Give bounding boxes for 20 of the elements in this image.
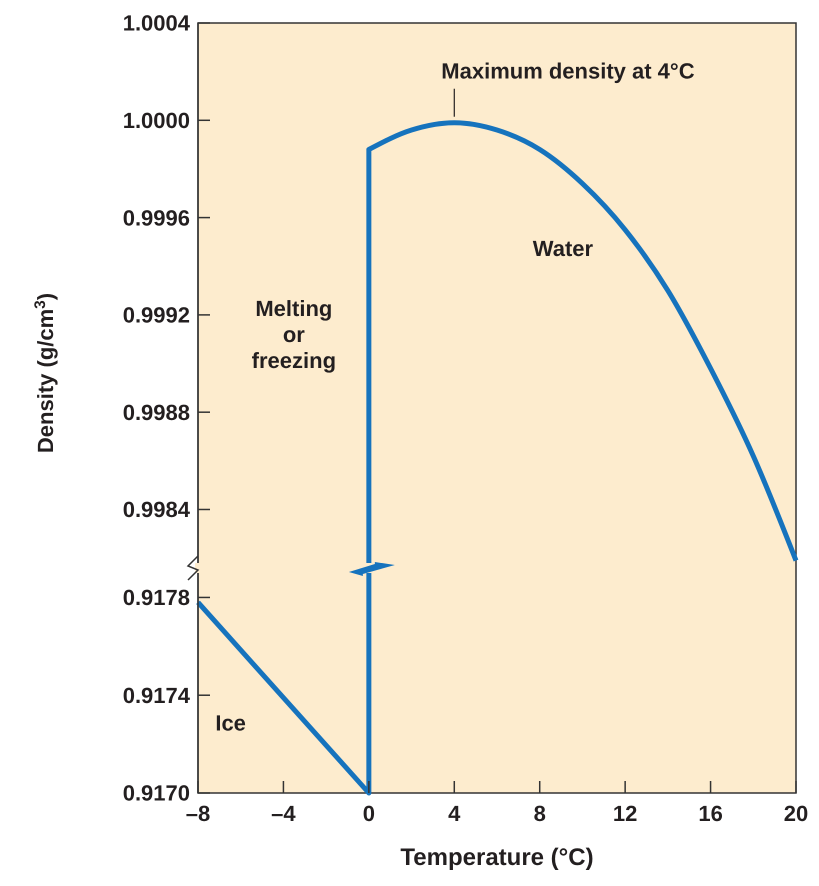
series-label: Water bbox=[532, 236, 594, 261]
x-tick-label: –4 bbox=[271, 801, 296, 826]
y-tick-label: 0.9174 bbox=[122, 682, 191, 708]
x-tick-label: 4 bbox=[448, 801, 462, 826]
y-tick-label: 0.9178 bbox=[122, 585, 190, 610]
x-tick-label: 20 bbox=[784, 801, 808, 826]
x-axis-title: Temperature (°C) bbox=[400, 844, 594, 871]
y-tick-label: 0.9984 bbox=[122, 497, 191, 522]
y-tick-label: 1.0000 bbox=[122, 108, 190, 133]
y-tick-label: 0.9988 bbox=[122, 400, 190, 425]
series-label: Ice bbox=[215, 710, 246, 736]
y-tick-label: 1.0004 bbox=[122, 10, 191, 36]
y-tick-label: 0.9992 bbox=[122, 302, 190, 328]
x-tick-label: 16 bbox=[698, 801, 723, 826]
y-tick-label: 0.9996 bbox=[122, 205, 190, 230]
annotation: Melting or freezing bbox=[252, 296, 336, 374]
annotation: Maximum density at 4°C bbox=[441, 58, 695, 84]
x-tick-label: 8 bbox=[534, 801, 546, 826]
x-tick-label: 12 bbox=[612, 801, 638, 826]
x-tick-label: 0 bbox=[362, 801, 375, 826]
